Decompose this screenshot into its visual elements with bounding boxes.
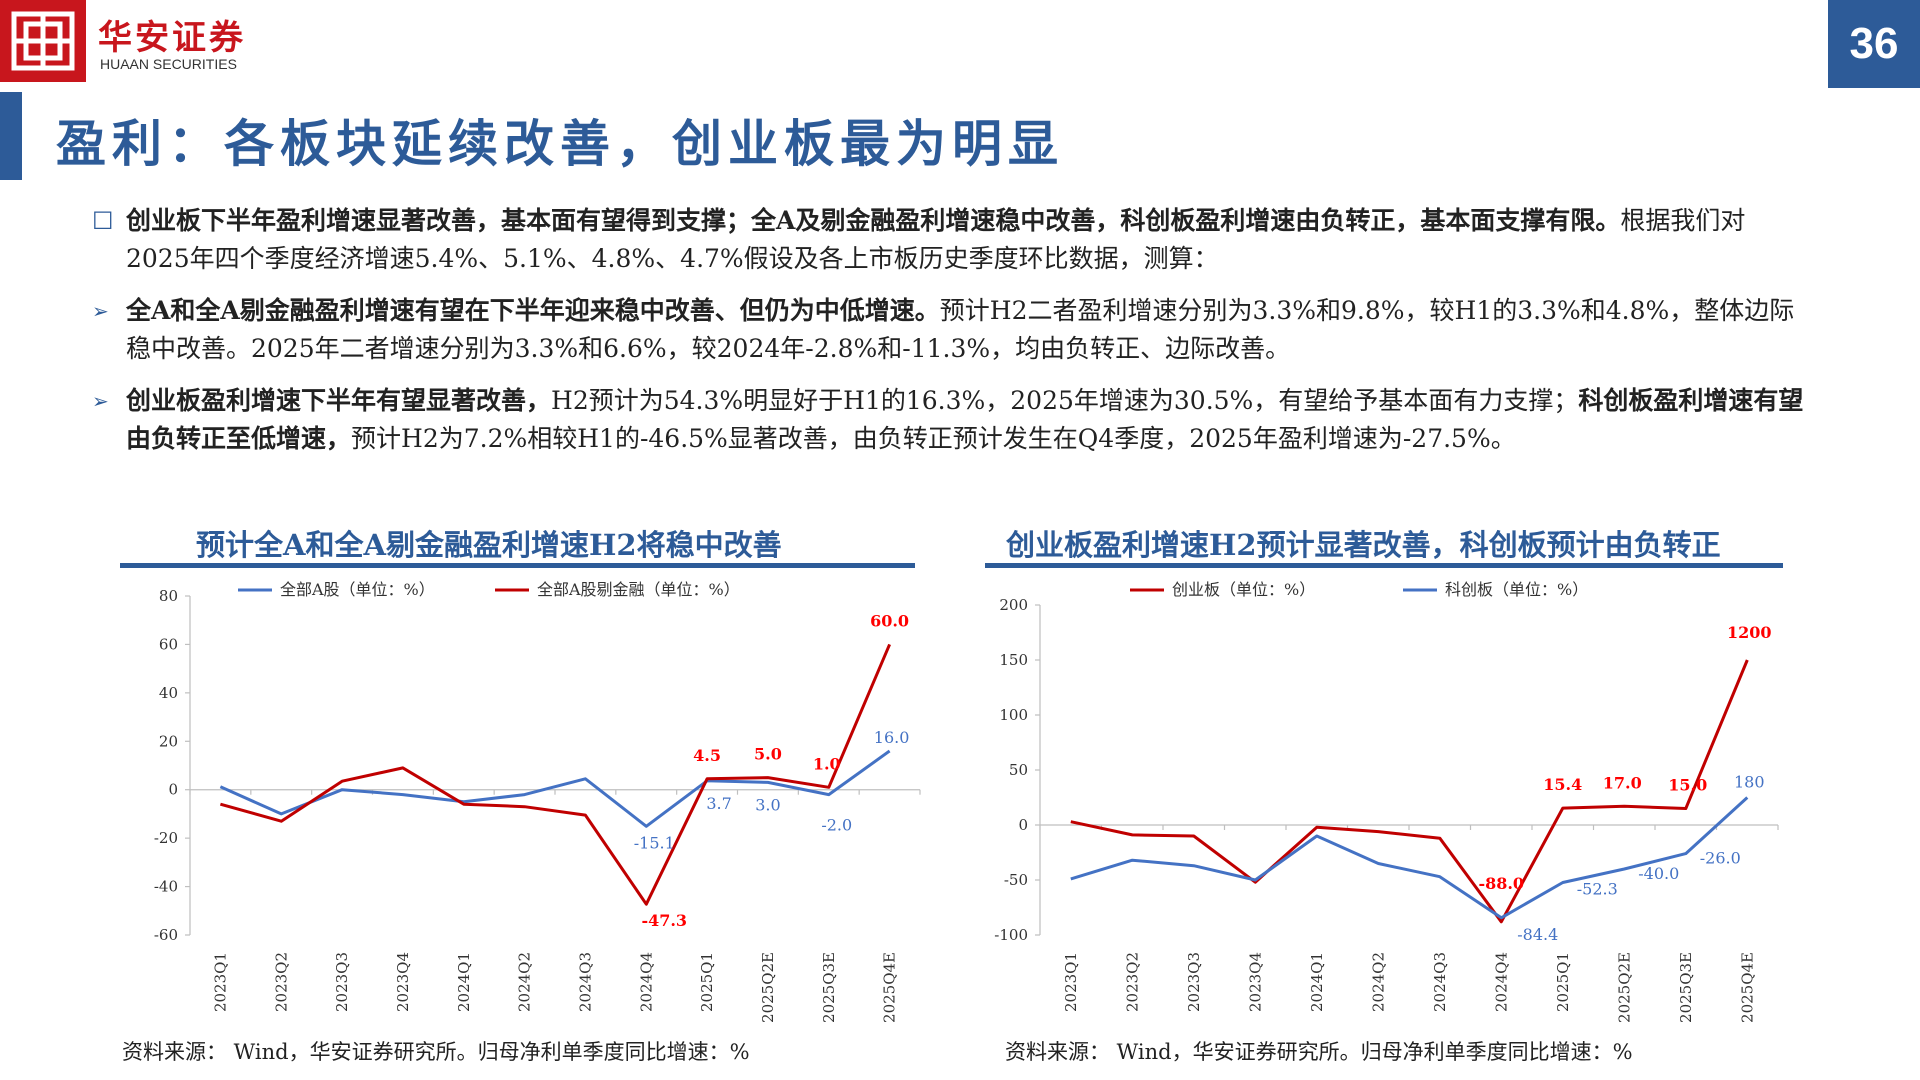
legend-label: 科创板（单位：%） bbox=[1445, 580, 1588, 599]
bullet-bold-text: 科创板盈利增速有望由负转正至低增速， bbox=[126, 386, 1804, 453]
chart-title: 预计全A和全A剔金融盈利增速H2将稳中改善 bbox=[196, 528, 782, 562]
y-tick-label: -20 bbox=[154, 829, 178, 847]
data-label: -88.0 bbox=[1478, 874, 1524, 893]
y-tick-label: 0 bbox=[1018, 816, 1028, 834]
bullet-bold-text: 创业板盈利增速下半年有望显著改善， bbox=[126, 386, 552, 415]
x-tick-label: 2024Q1 bbox=[455, 952, 473, 1012]
square-bullet-icon: ☐ bbox=[92, 207, 114, 235]
legend-label: 全部A股剔金融（单位：%） bbox=[537, 580, 740, 599]
x-tick-label: 2024Q1 bbox=[1308, 952, 1326, 1012]
x-tick-label: 2024Q3 bbox=[576, 952, 594, 1012]
x-tick-label: 2023Q1 bbox=[1062, 952, 1080, 1012]
series-line bbox=[1070, 796, 1749, 920]
bullet-text: 预计H2二者盈利增速分别为3.3%和9.8%，较H1的3.3%和4.8%，整体边… bbox=[126, 296, 1795, 363]
data-label: 1.0 bbox=[813, 754, 841, 773]
data-label: 3.0 bbox=[755, 795, 780, 814]
data-label: 15.4 bbox=[1543, 775, 1582, 794]
data-label: 1200 bbox=[1727, 623, 1772, 642]
x-tick-label: 2025Q4E bbox=[881, 952, 899, 1023]
x-tick-label: 2024Q4 bbox=[1492, 952, 1510, 1012]
bullet-text: 根据我们对2025年四个季度经济增速5.4%、5.1%、4.8%、4.7%假设及… bbox=[126, 206, 1746, 273]
x-tick-label: 2025Q2E bbox=[1615, 952, 1633, 1023]
brand-name-cn: 华安证券 bbox=[98, 18, 246, 58]
data-label: 17.0 bbox=[1603, 773, 1642, 792]
chart-source-note: 资料来源： Wind，华安证券研究所。归母净利单季度同比增速：% bbox=[122, 1040, 750, 1064]
x-tick-label: 2025Q3E bbox=[1677, 952, 1695, 1023]
data-label: 180 bbox=[1734, 773, 1765, 792]
series-line bbox=[219, 643, 891, 906]
chart-title-rule bbox=[985, 563, 1783, 568]
data-label: -47.3 bbox=[641, 911, 687, 930]
y-tick-label: 200 bbox=[999, 596, 1028, 614]
y-tick-label: 50 bbox=[1009, 761, 1028, 779]
bullet-bold-text: 全A和全A剔金融盈利增速有望在下半年迎来稳中改善、但仍为中低增速。 bbox=[126, 296, 940, 325]
arrow-bullet-icon: ➢ bbox=[92, 299, 109, 323]
series-line bbox=[1070, 659, 1749, 924]
data-label: 15.0 bbox=[1668, 776, 1707, 795]
x-tick-label: 2023Q4 bbox=[1246, 952, 1264, 1012]
x-tick-label: 2023Q3 bbox=[333, 952, 351, 1012]
data-label: -2.0 bbox=[821, 816, 852, 835]
legend-label: 创业板（单位：%） bbox=[1172, 580, 1315, 599]
series-line bbox=[219, 749, 891, 828]
chart-title: 创业板盈利增速H2预计显著改善，科创板预计由负转正 bbox=[1006, 528, 1721, 562]
page-number: 36 bbox=[1828, 0, 1920, 88]
data-label: -52.3 bbox=[1577, 880, 1618, 899]
page-title: 盈利：各板块延续改善，创业板最为明显 bbox=[56, 114, 1064, 173]
brand-logo-mark bbox=[0, 0, 86, 82]
y-tick-label: 40 bbox=[159, 684, 178, 702]
x-tick-label: 2024Q2 bbox=[1369, 952, 1387, 1012]
bullet-text: 预计H2为7.2%相较H1的-46.5%显著改善，由负转正预计发生在Q4季度，2… bbox=[351, 424, 1516, 453]
y-tick-label: -40 bbox=[154, 878, 178, 896]
title-accent-bar bbox=[0, 92, 22, 180]
arrow-bullet-icon: ➢ bbox=[92, 389, 109, 413]
x-tick-label: 2025Q2E bbox=[759, 952, 777, 1023]
data-label: 4.5 bbox=[693, 746, 721, 765]
x-tick-label: 2023Q2 bbox=[272, 952, 290, 1012]
x-tick-label: 2025Q4E bbox=[1738, 952, 1756, 1023]
x-tick-label: 2024Q2 bbox=[516, 952, 534, 1012]
x-tick-label: 2024Q4 bbox=[637, 952, 655, 1012]
x-tick-label: 2023Q3 bbox=[1185, 952, 1203, 1012]
data-label: 16.0 bbox=[874, 728, 910, 747]
chart-source-note: 资料来源： Wind，华安证券研究所。归母净利单季度同比增速：% bbox=[1005, 1040, 1633, 1064]
data-label: 60.0 bbox=[870, 611, 909, 630]
data-label: -15.1 bbox=[634, 833, 675, 852]
data-label: 3.7 bbox=[706, 794, 731, 813]
data-label: -40.0 bbox=[1638, 864, 1679, 883]
data-label: -26.0 bbox=[1700, 849, 1741, 868]
y-tick-label: -60 bbox=[154, 926, 178, 944]
chart-title-rule bbox=[120, 563, 915, 568]
brand-name-en: HUAAN SECURITIES bbox=[100, 56, 237, 72]
data-label: 5.0 bbox=[754, 745, 782, 764]
bullet-item: ➢ 全A和全A剔金融盈利增速有望在下半年迎来稳中改善、但仍为中低增速。预计H2二… bbox=[92, 292, 1804, 368]
y-tick-label: 80 bbox=[159, 587, 178, 605]
x-tick-label: 2025Q1 bbox=[698, 952, 716, 1012]
data-label: -84.4 bbox=[1517, 925, 1558, 944]
chart-right: -100 -50 0 50 100 150 200 2023Q1 2023Q2 2023Q3 202… bbox=[994, 580, 1779, 1023]
x-tick-label: 2024Q3 bbox=[1431, 952, 1449, 1012]
chart-left: -60 -40 -20 0 20 40 60 80 2023Q1 2023Q2 2023Q3 2023… bbox=[154, 580, 921, 1023]
y-tick-label: 0 bbox=[168, 781, 178, 799]
x-tick-label: 2023Q4 bbox=[394, 952, 412, 1012]
x-tick-label: 2025Q3E bbox=[820, 952, 838, 1023]
bullet-text: H2预计为54.3%明显好于H1的16.3%，2025年增速为30.5%，有望给… bbox=[551, 386, 1579, 415]
y-tick-label: -50 bbox=[1004, 871, 1028, 889]
bullet-list: ☐ 创业板下半年盈利增速显著改善，基本面有望得到支撑；全A及剔金融盈利增速稳中改… bbox=[92, 202, 1804, 472]
legend-label: 全部A股（单位：%） bbox=[280, 580, 435, 599]
x-tick-label: 2023Q1 bbox=[211, 952, 229, 1012]
y-tick-label: 150 bbox=[999, 651, 1028, 669]
bullet-item: ☐ 创业板下半年盈利增速显著改善，基本面有望得到支撑；全A及剔金融盈利增速稳中改… bbox=[92, 202, 1804, 278]
bullet-item: ➢ 创业板盈利增速下半年有望显著改善，H2预计为54.3%明显好于H1的16.3… bbox=[92, 382, 1804, 458]
x-tick-label: 2023Q2 bbox=[1123, 952, 1141, 1012]
y-tick-label: 100 bbox=[999, 706, 1028, 724]
y-tick-label: 20 bbox=[159, 732, 178, 750]
bullet-bold-text: 创业板下半年盈利增速显著改善，基本面有望得到支撑；全A及剔金融盈利增速稳中改善，… bbox=[126, 206, 1621, 235]
y-tick-label: 60 bbox=[159, 635, 178, 653]
x-tick-label: 2025Q1 bbox=[1554, 952, 1572, 1012]
y-tick-label: -100 bbox=[994, 926, 1028, 944]
